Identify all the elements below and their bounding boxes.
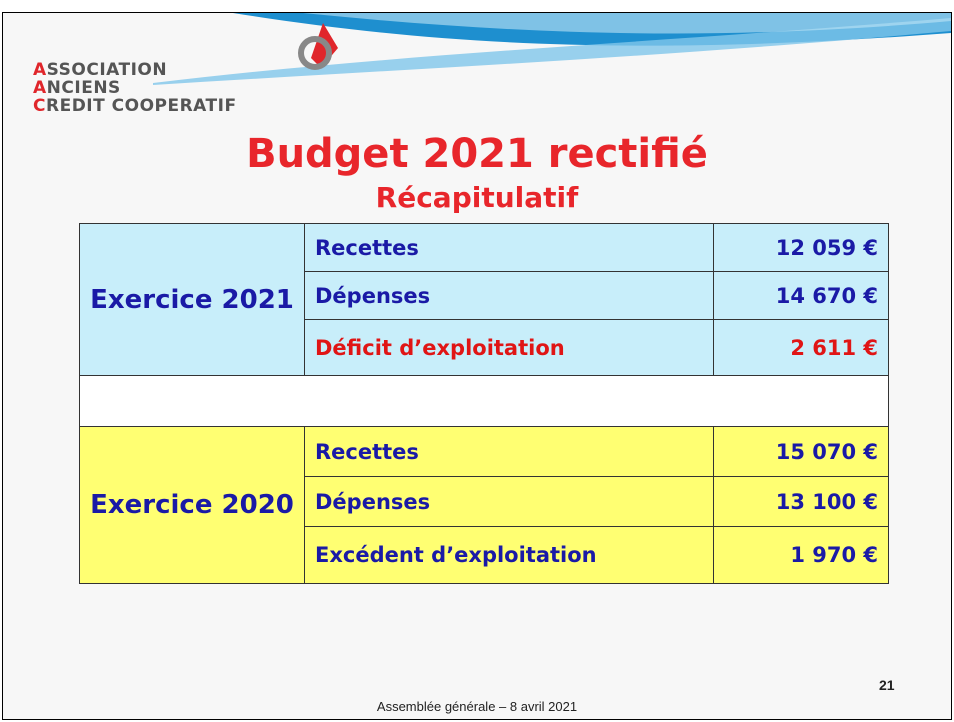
group: Exercice 2021 Recettes 12 059 € Dépenses 14 …: [79, 223, 889, 376]
footer: Assemblée générale – 8 avril 2021: [376, 699, 578, 714]
row-label: Dépenses: [304, 476, 714, 527]
logo-figure-gray: [298, 36, 332, 70]
row-label: Dépenses: [304, 271, 714, 320]
row: Dépenses 14 670 €: [80, 271, 889, 320]
amount: 14 670 €: [713, 271, 889, 320]
logo-line: ASSOCIATION: [33, 60, 168, 80]
amount: 2 611 €: [713, 319, 889, 376]
row: Dépenses 13 100 €: [80, 476, 889, 527]
swoosh-light: [153, 18, 951, 85]
spacer-cell: [79, 375, 889, 427]
group-label: Exercice 2021: [79, 223, 305, 376]
spacer-row: [79, 375, 889, 427]
slide: ASSOCIATION ANCIENS CREDIT COOPERATIF Bu…: [2, 12, 952, 720]
row: Déficit d’exploitation 2 611 €: [80, 319, 889, 376]
row-label: Recettes: [304, 426, 714, 477]
logo-line: ANCIENS: [33, 78, 121, 98]
amount: 13 100 €: [713, 476, 889, 527]
amount: 15 070 €: [713, 426, 889, 477]
spacer: [79, 375, 889, 427]
row-label: Déficit d’exploitation: [304, 319, 714, 376]
logo-line: CREDIT COOPERATIF: [33, 96, 237, 116]
summary-table: Exercice 2021 Recettes 12 059 € Dépenses 14 …: [79, 223, 889, 584]
header-swoosh: [153, 13, 951, 85]
group: Exercice 2020 Recettes 15 070 € Dépenses 13 …: [79, 426, 889, 584]
row: Excédent d’exploitation 1 970 €: [80, 526, 889, 584]
amount: 1 970 €: [713, 526, 889, 584]
group-label: Exercice 2020: [79, 426, 305, 584]
title: Budget 2021 rectifié: [246, 131, 708, 177]
row-label: Recettes: [304, 223, 714, 272]
swoosh-pale: [303, 13, 951, 34]
page-number: 21: [879, 677, 895, 693]
subtitle: Récapitulatif: [375, 181, 579, 214]
row-label: Excédent d’exploitation: [304, 526, 714, 584]
amount: 12 059 €: [713, 223, 889, 272]
row: Exercice 2021 Recettes 12 059 €: [79, 223, 889, 376]
row: Exercice 2020 Recettes 15 070 €: [79, 426, 889, 584]
